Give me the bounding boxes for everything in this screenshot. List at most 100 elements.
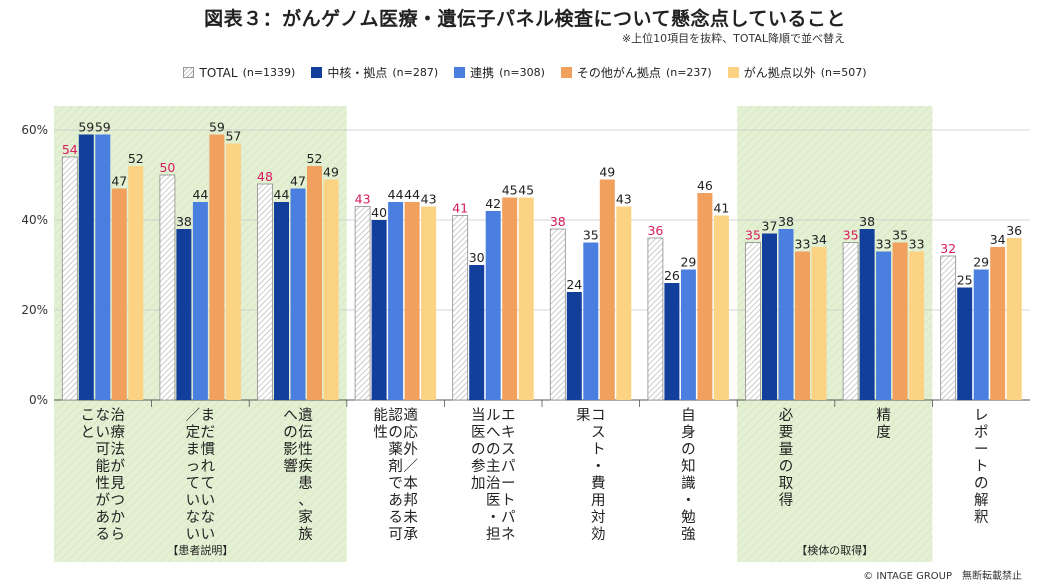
data-label-renkei-6: 29 — [680, 255, 696, 270]
category-label-char: 性 — [96, 475, 111, 492]
y-tick-label: 40% — [21, 213, 48, 227]
category-label-char: 効 — [591, 526, 606, 543]
category-label-char: で — [388, 476, 403, 492]
category-label-char: 患 — [298, 475, 313, 492]
data-label-core-2: 44 — [274, 187, 290, 202]
data-label-core-6: 26 — [664, 268, 680, 283]
category-label-char: ス — [591, 425, 606, 441]
category-label-char: 解 — [974, 492, 989, 509]
category-label-char: 果 — [576, 408, 591, 424]
category-label-char: 用 — [591, 493, 606, 509]
bar-other-4 — [502, 197, 518, 400]
data-label-total-0: 54 — [62, 142, 78, 157]
category-label-char: 要 — [779, 425, 794, 441]
data-label-outside-2: 49 — [323, 165, 339, 180]
category-label-char: ト — [591, 442, 606, 458]
category-label-char: 加 — [471, 475, 486, 492]
category-label-char: ポ — [974, 424, 989, 441]
bar-outside-5 — [616, 206, 632, 400]
category-label-char: 当 — [471, 407, 486, 424]
category-label-char: の — [974, 476, 989, 492]
category-label-char: の — [388, 425, 403, 441]
bar-other-9 — [990, 247, 1006, 400]
bar-renkei-3 — [388, 202, 404, 400]
bar-renkei-2 — [290, 188, 306, 400]
data-label-outside-6: 41 — [713, 201, 729, 216]
category-label-char: い — [186, 527, 201, 543]
category-label-char: 邦 — [403, 492, 418, 509]
data-label-other-8: 35 — [892, 228, 908, 243]
category-label-char: ル — [486, 408, 501, 424]
category-label-char: 適 — [403, 406, 418, 424]
legend-label-outside: がん拠点以外 — [743, 66, 816, 80]
category-label-char: 薬 — [388, 441, 403, 458]
bar-other-2 — [307, 166, 322, 400]
chart-note: ※上位10項目を抜粋、TOTAL降順で並べ替え — [621, 32, 845, 45]
category-label-char: ト — [501, 493, 516, 509]
bar-total-5 — [549, 228, 566, 401]
category-label-char: 治 — [486, 475, 501, 492]
bar-total-8 — [842, 242, 859, 401]
category-label-char: な — [96, 407, 111, 424]
legend-n-renkei: (n=308) — [499, 66, 545, 79]
category-label-char: 必 — [779, 407, 794, 424]
category-label-char: ／ — [403, 458, 418, 475]
data-label-core-3: 40 — [371, 205, 387, 220]
category-label-char: 得 — [779, 492, 794, 509]
legend-swatch-outside — [727, 67, 739, 78]
category-label-char: 自 — [681, 407, 696, 424]
data-label-renkei-8: 33 — [876, 237, 892, 252]
bar-core-7 — [762, 233, 777, 400]
category-label-char: 釈 — [974, 509, 989, 526]
group-label-0: 【患者説明】 — [167, 543, 233, 557]
legend: TOTAL (n=1339) 中核・拠点 (n=287) 連携 (n=308) … — [0, 64, 1050, 81]
category-label-char: へ — [283, 408, 298, 424]
category-label-char: 身 — [681, 424, 696, 441]
bar-outside-0 — [128, 166, 144, 400]
data-label-core-7: 37 — [762, 219, 778, 234]
category-label-char: 伝 — [298, 424, 313, 441]
category-label-char: 認 — [388, 407, 403, 424]
data-label-renkei-5: 35 — [583, 228, 599, 243]
legend-swatch-renkei — [454, 67, 466, 78]
data-label-other-2: 52 — [307, 151, 323, 166]
bar-renkei-5 — [583, 242, 599, 400]
legend-swatch-core — [311, 67, 323, 78]
category-label-char: パ — [501, 458, 516, 475]
category-label-char: 本 — [403, 475, 418, 492]
category-label-char: 可 — [388, 527, 403, 543]
category-label-char: エ — [501, 408, 516, 424]
group-label-1: 【検体の取得】 — [796, 543, 873, 557]
category-label-char: 、 — [298, 493, 313, 509]
bar-total-4 — [452, 215, 469, 401]
category-label-char: い — [201, 493, 216, 509]
category-label-char: の — [471, 442, 486, 458]
category-label-char: 療 — [111, 424, 126, 441]
data-label-core-1: 38 — [176, 214, 192, 229]
category-label-char: 族 — [298, 526, 313, 543]
bar-core-2 — [274, 202, 289, 400]
bar-core-5 — [566, 292, 582, 400]
category-label-char: 定 — [186, 424, 201, 441]
category-label-char: 可 — [96, 442, 111, 458]
category-label-char: の — [779, 459, 794, 475]
bar-renkei-4 — [485, 211, 501, 400]
category-label-char: 承 — [403, 526, 418, 543]
legend-item-renkei: 連携 (n=308) — [454, 64, 545, 81]
bar-total-2 — [257, 183, 273, 401]
data-label-other-3: 44 — [404, 187, 420, 202]
data-label-outside-9: 36 — [1006, 223, 1022, 238]
category-label-char: こ — [81, 408, 96, 424]
bar-outside-1 — [225, 143, 241, 400]
category-label-char: い — [96, 425, 111, 441]
category-label-char: る — [388, 510, 403, 526]
data-label-outside-7: 34 — [811, 232, 827, 247]
data-label-other-0: 47 — [111, 174, 127, 189]
category-label-char: 知 — [681, 458, 696, 475]
